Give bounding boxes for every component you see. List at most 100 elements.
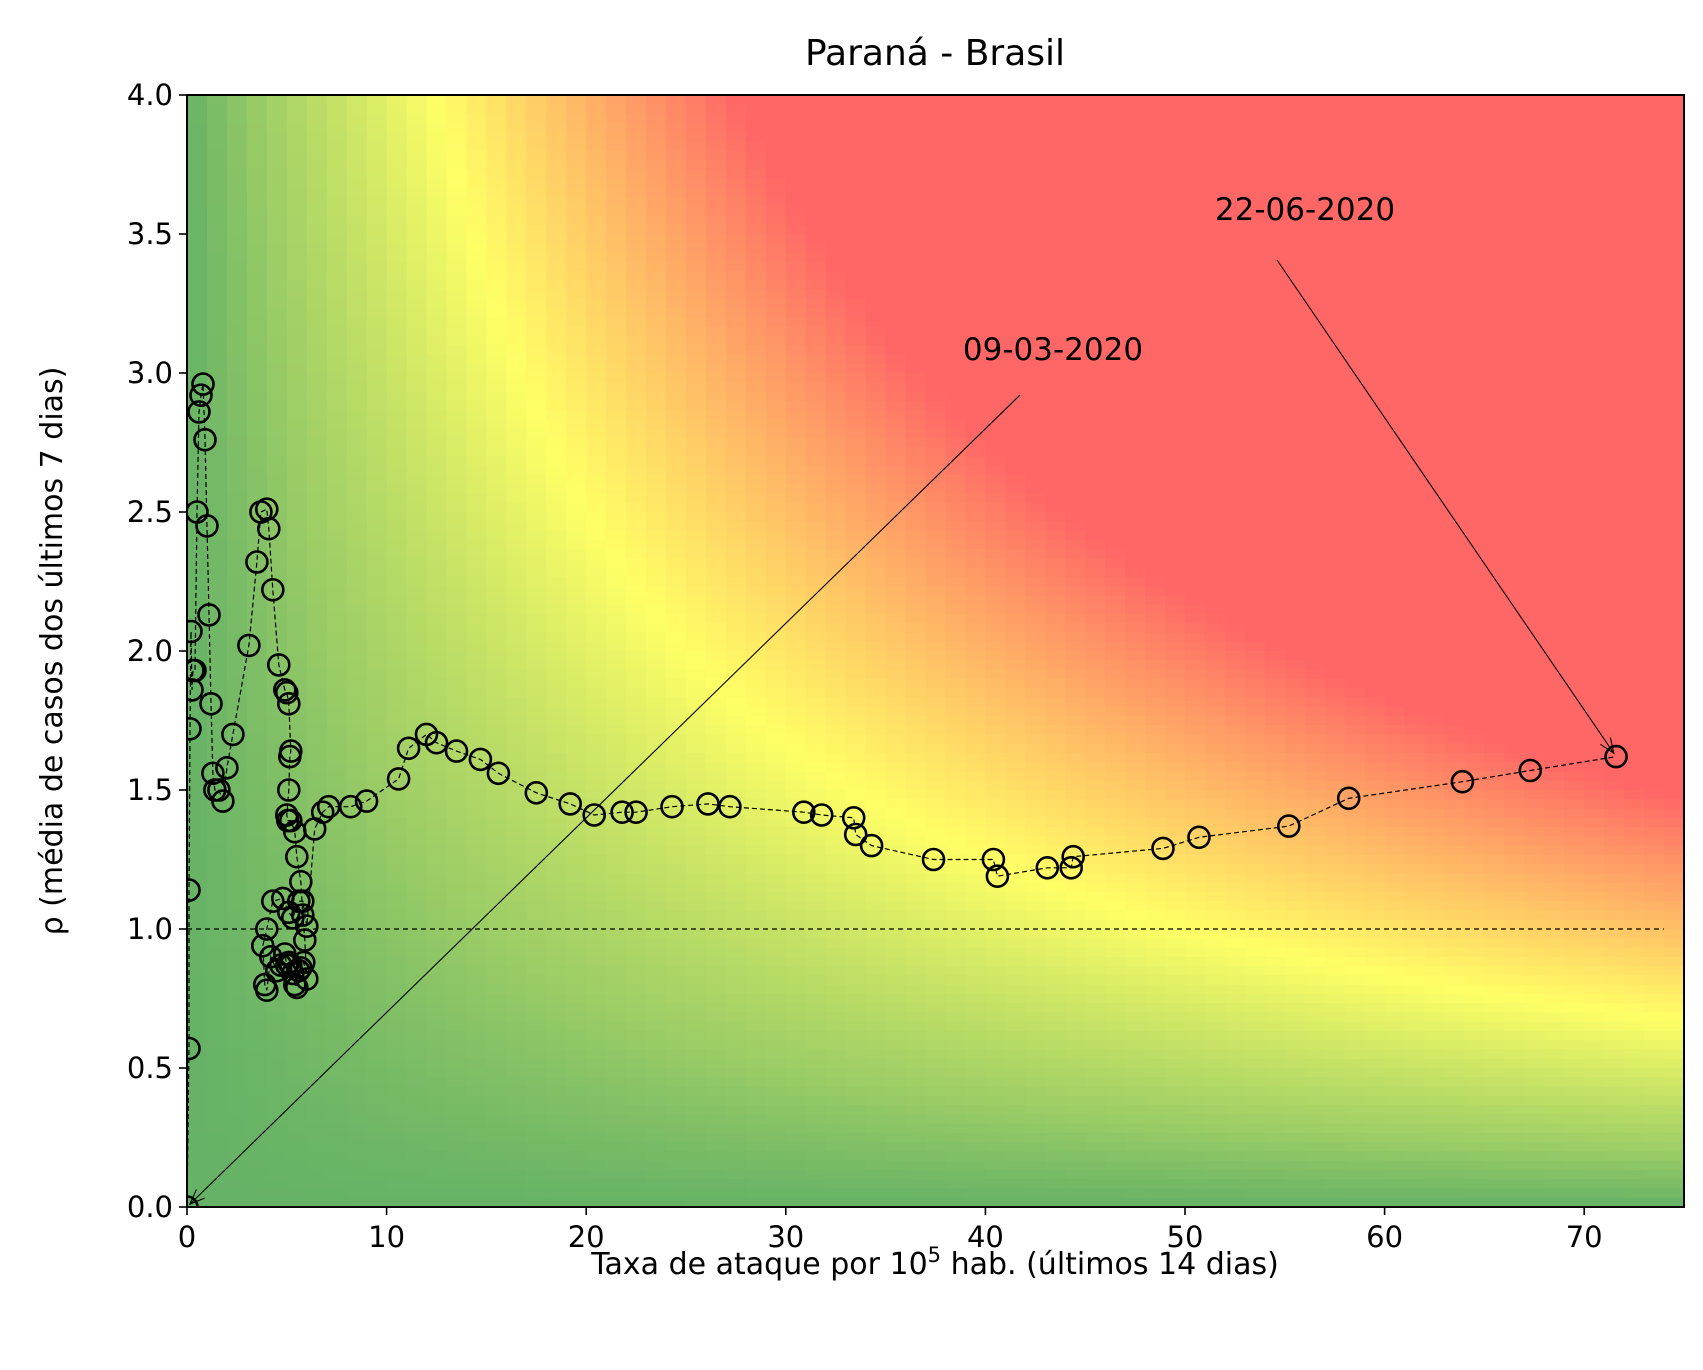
heatmap-cell [486, 382, 507, 393]
heatmap-cell [526, 623, 547, 634]
heatmap-cell [765, 1179, 787, 1190]
heatmap-cell [226, 1114, 248, 1125]
heatmap-cell [945, 298, 967, 309]
heatmap-cell [326, 660, 348, 671]
heatmap-cell [785, 910, 807, 921]
heatmap-cell [965, 1160, 986, 1171]
heatmap-cell [965, 122, 986, 133]
heatmap-cell [825, 271, 847, 281]
heatmap-cell [666, 280, 687, 291]
heatmap-cell [526, 391, 547, 402]
heatmap-cell [386, 1049, 408, 1060]
heatmap-cell [506, 521, 527, 532]
heatmap-cell [226, 891, 248, 902]
heatmap-cell [965, 271, 986, 281]
heatmap-cell [765, 1132, 787, 1143]
heatmap-cell [346, 113, 368, 124]
heatmap-cell [925, 966, 947, 976]
heatmap-cell [845, 1003, 867, 1013]
heatmap-cell [506, 345, 527, 356]
heatmap-cell [725, 382, 747, 393]
heatmap-cell [466, 224, 487, 235]
heatmap-cell [226, 975, 248, 986]
heatmap-cell [725, 243, 747, 254]
heatmap-cell [426, 910, 448, 921]
heatmap-cell [925, 493, 947, 504]
heatmap-cell [187, 1030, 208, 1041]
heatmap-cell [925, 373, 947, 383]
heatmap-cell [206, 975, 228, 986]
heatmap-cell [526, 243, 547, 254]
heatmap-cell [206, 345, 228, 356]
heatmap-cell [765, 623, 787, 634]
heatmap-cell [586, 354, 607, 365]
heatmap-cell [266, 447, 288, 457]
heatmap-cell [725, 1077, 747, 1088]
heatmap-cell [326, 391, 348, 402]
heatmap-cell [306, 1068, 328, 1078]
heatmap-cell [965, 484, 986, 495]
heatmap-cell [486, 234, 507, 244]
heatmap-cell [686, 400, 707, 411]
heatmap-cell [306, 95, 328, 105]
heatmap-cell [386, 150, 408, 161]
heatmap-cell [985, 437, 1006, 448]
heatmap-cell [266, 1188, 288, 1199]
heatmap-cell [745, 1058, 767, 1069]
heatmap-cell [366, 660, 388, 671]
heatmap-cell [985, 280, 1006, 291]
heatmap-cell [226, 549, 248, 559]
heatmap-cell [546, 1160, 567, 1171]
heatmap-cell [905, 595, 927, 606]
heatmap-cell [885, 1049, 907, 1060]
heatmap-cell [506, 1160, 527, 1171]
heatmap-cell [626, 289, 647, 300]
heatmap-cell [266, 132, 288, 142]
heatmap-cell [406, 651, 428, 661]
heatmap-cell [865, 335, 887, 346]
heatmap-cell [705, 1142, 727, 1152]
heatmap-cell [686, 715, 707, 726]
heatmap-cell [187, 1003, 208, 1013]
heatmap-cell [646, 706, 667, 717]
heatmap-cell [845, 623, 867, 634]
heatmap-cell [845, 641, 867, 652]
heatmap-cell [686, 678, 707, 689]
heatmap-cell [606, 234, 627, 244]
heatmap-cell [965, 966, 986, 976]
heatmap-cell [805, 678, 827, 689]
heatmap-cell [187, 345, 208, 356]
heatmap-cell [1005, 298, 1026, 309]
heatmap-cell [226, 419, 248, 430]
heatmap-cell [206, 363, 228, 374]
heatmap-cell [506, 836, 527, 847]
heatmap-cell [586, 558, 607, 569]
heatmap-cell [366, 827, 388, 837]
heatmap-cell [705, 308, 727, 318]
heatmap-cell [506, 400, 527, 411]
heatmap-cell [725, 280, 747, 291]
heatmap-cell [905, 502, 927, 513]
heatmap-cell [945, 938, 967, 949]
heatmap-cell [745, 391, 767, 402]
heatmap-cell [985, 993, 1006, 1004]
heatmap-cell [626, 613, 647, 624]
heatmap-cell [446, 567, 468, 578]
heatmap-cell [466, 864, 487, 874]
heatmap-cell [965, 567, 986, 578]
heatmap-cell [187, 1068, 208, 1078]
heatmap-cell [805, 187, 827, 198]
heatmap-cell [865, 558, 887, 569]
heatmap-cell [1005, 474, 1026, 485]
heatmap-cell [386, 864, 408, 874]
heatmap-cell [526, 317, 547, 328]
heatmap-cell [945, 882, 967, 893]
heatmap-cell [526, 827, 547, 837]
heatmap-cell [765, 576, 787, 587]
heatmap-cell [606, 669, 627, 680]
heatmap-cell [206, 623, 228, 634]
heatmap-cell [965, 919, 986, 930]
heatmap-cell [686, 956, 707, 967]
heatmap-cell [785, 521, 807, 532]
heatmap-cell [765, 771, 787, 782]
